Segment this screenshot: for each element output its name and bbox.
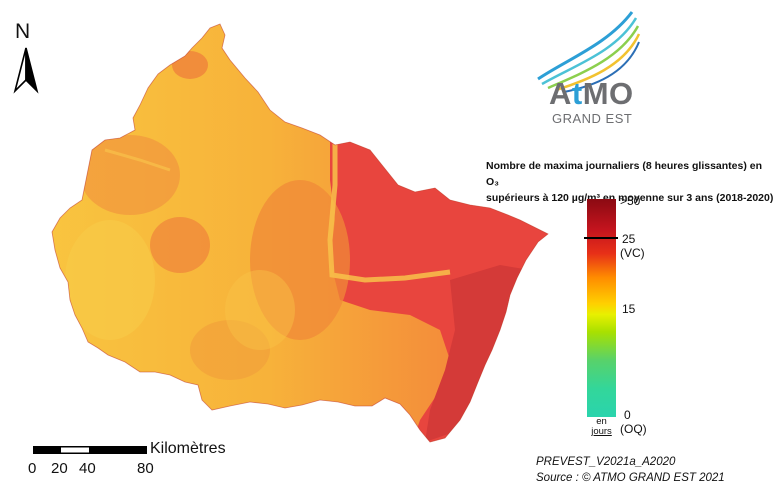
logo-name: AtMO	[549, 76, 634, 111]
credits-model: PREVEST_V2021a_A2020	[536, 456, 676, 468]
legend-title: Nombre de maxima journaliers (8 heures g…	[486, 158, 776, 206]
scale-bar	[33, 446, 147, 454]
legend-title-line1: Nombre de maxima journaliers (8 heures g…	[486, 160, 763, 188]
scale-label-20: 20	[51, 460, 68, 477]
credits-source: Source : © ATMO GRAND EST 2021	[536, 472, 725, 484]
tick-zero: 0	[624, 408, 631, 422]
scale-title: Kilomètres	[150, 440, 226, 457]
legend-title-line2: supérieurs à 120 µg/m³ en moyenne sur 3 …	[486, 192, 774, 204]
credits: PREVEST_V2021a_A2020 Source : © ATMO GRA…	[536, 454, 725, 486]
logo-subtitle: GRAND EST	[552, 111, 633, 126]
atmo-logo-swoosh-icon	[537, 11, 641, 93]
north-label: N	[15, 20, 31, 43]
ozone-map	[51, 23, 549, 443]
scale-label-40: 40	[79, 460, 96, 477]
tick-mid: 15	[622, 302, 636, 316]
scale-label-80: 80	[137, 460, 154, 477]
north-arrow-icon	[13, 47, 39, 94]
vc-threshold-line	[584, 237, 618, 239]
legend-colorbar	[587, 199, 616, 417]
scale-label-0: 0	[28, 460, 37, 477]
legend-unit: en jours	[591, 416, 612, 437]
tick-max: >50	[620, 194, 641, 208]
tick-vc-value: 25	[622, 232, 636, 246]
tick-vc-label: (VC)	[620, 246, 645, 260]
tick-oq-label: (OQ)	[620, 422, 647, 436]
